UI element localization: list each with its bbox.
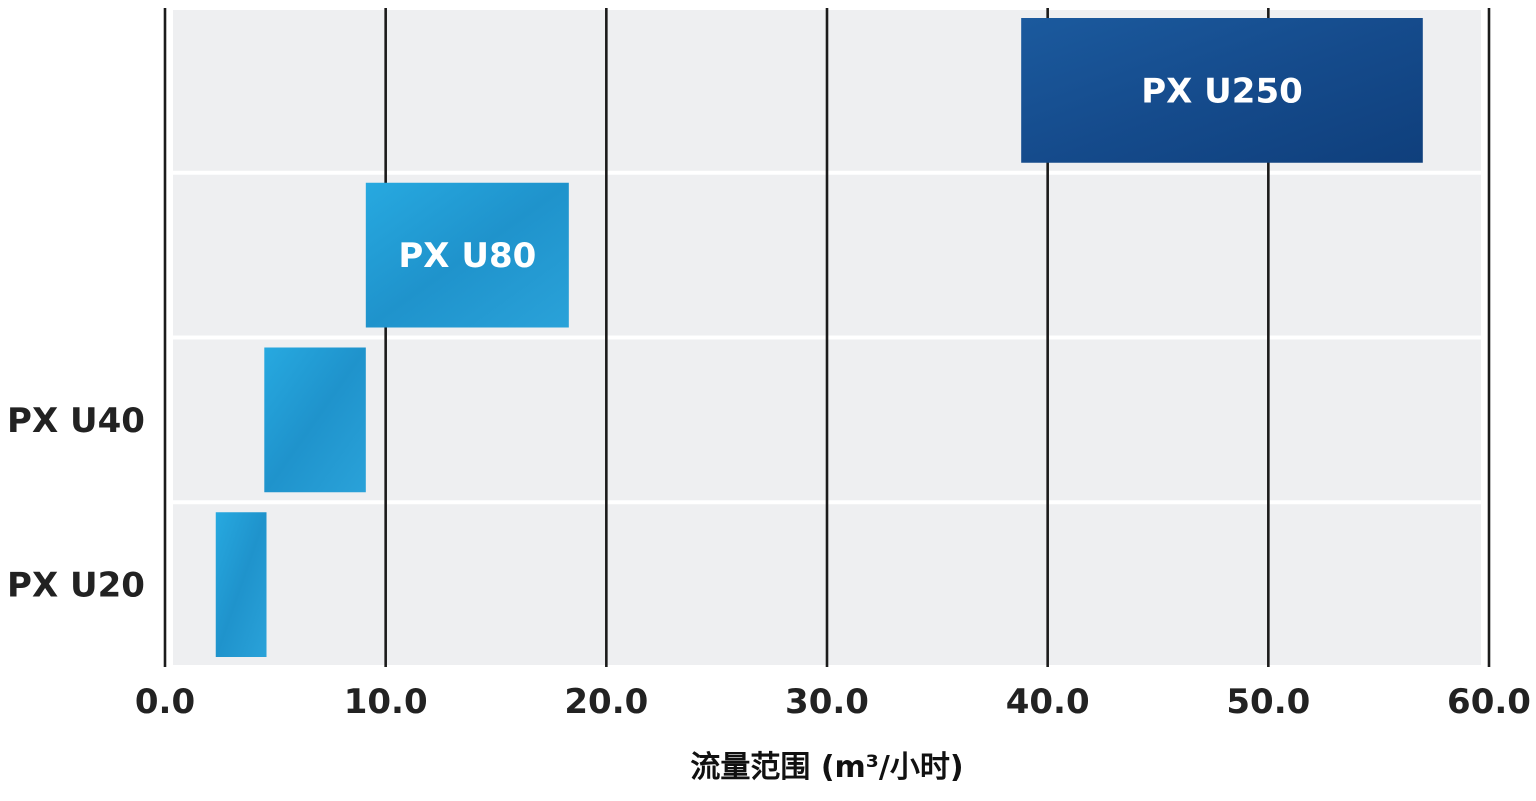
category-label: PX U40 <box>7 401 145 441</box>
bar-px-u20 <box>215 512 267 657</box>
x-tick-label: 20.0 <box>564 682 648 722</box>
x-tick-label: 50.0 <box>1226 682 1310 722</box>
bar-label: PX U80 <box>398 236 536 276</box>
category-label: PX U20 <box>7 566 145 606</box>
bar-px-u250 <box>1021 18 1423 163</box>
x-tick-labels: 0.0 10.0 20.0 30.0 40.0 50.0 60.0 <box>135 682 1531 722</box>
x-tick-label: 10.0 <box>344 682 428 722</box>
x-tick-label: 30.0 <box>785 682 869 722</box>
x-tick-label: 60.0 <box>1447 682 1531 722</box>
bar-label: PX U250 <box>1141 71 1303 111</box>
vertical-gridlines <box>163 8 1491 667</box>
x-tick-label: 0.0 <box>135 682 195 722</box>
category-labels: PX U20 PX U40 <box>7 401 145 606</box>
range-bars: PX U80 PX U250 <box>215 18 1423 657</box>
bar-px-u80 <box>365 182 569 328</box>
x-axis-title: 流量范围 (m³/小时) <box>690 750 963 785</box>
x-tick-label: 40.0 <box>1006 682 1090 722</box>
bar-px-u40 <box>264 347 366 493</box>
